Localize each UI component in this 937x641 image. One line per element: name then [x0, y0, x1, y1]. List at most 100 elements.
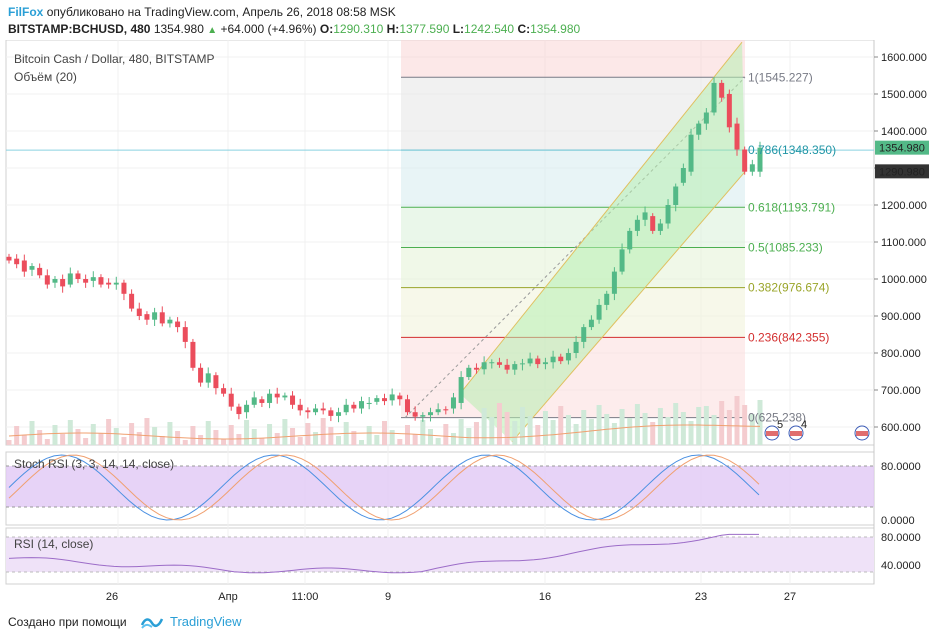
volume-bar	[519, 407, 525, 445]
publish-line: FilFox опубликовано на TradingView.com, …	[8, 5, 396, 19]
volume-bar	[313, 432, 319, 445]
candle-body	[489, 362, 495, 364]
volume-bar	[435, 438, 441, 445]
candle-body	[397, 395, 403, 400]
open-price-tag	[875, 164, 929, 179]
volume-bar	[634, 404, 640, 445]
candle-body	[366, 402, 372, 404]
stoch-rsi-legend: Stoch RSI (3, 3, 14, 14, close)	[14, 457, 175, 471]
volume-bar	[504, 412, 510, 445]
volume-bar	[711, 415, 717, 445]
chart-header: FilFox опубликовано на TradingView.com, …	[0, 0, 937, 40]
candle-body	[458, 377, 464, 403]
candle-body	[673, 186, 679, 205]
volume-bar	[542, 411, 548, 445]
candle-body	[228, 393, 234, 407]
candle-body	[37, 267, 43, 276]
volume-bar	[328, 427, 334, 445]
price-tick-label: 1000.000	[881, 274, 927, 286]
volume-bar	[573, 424, 579, 445]
candle-body	[581, 327, 587, 342]
candle-body	[650, 216, 656, 231]
volume-bar	[397, 439, 403, 445]
volume-bar	[489, 417, 495, 445]
fib-label: 0.618(1193.791)	[748, 200, 835, 214]
fib-band	[401, 40, 745, 78]
volume-bar	[719, 401, 725, 445]
close-value: 1354.980	[530, 22, 581, 36]
candle-body	[512, 364, 518, 370]
open-price-tag-label: 1290.980	[879, 166, 925, 178]
candle-body	[627, 230, 633, 250]
volume-bar	[236, 434, 242, 445]
volume-bar	[198, 435, 204, 445]
candle-body	[719, 82, 725, 98]
volume-bar	[159, 436, 165, 445]
volume-bar	[742, 405, 748, 445]
candle-body	[412, 412, 418, 417]
candle-body	[519, 363, 525, 365]
author-name[interactable]: FilFox	[8, 5, 44, 19]
candle-body	[573, 341, 579, 353]
tradingview-link[interactable]: TradingView	[170, 614, 242, 629]
candle-body	[106, 282, 112, 285]
fib-retracement[interactable]	[6, 40, 874, 419]
chart-area[interactable]: 1(1545.227) 0.786(1348.350) 0.618(1193.791…	[0, 40, 937, 605]
volume-bar	[404, 425, 410, 445]
candle-body	[588, 319, 594, 328]
channel-lower-line	[511, 171, 746, 443]
volume-bar	[228, 425, 234, 445]
fib-label: 0.786(1348.350)	[748, 143, 836, 157]
volume-bar	[443, 424, 449, 445]
candle-body	[596, 304, 602, 320]
candle-body	[565, 353, 571, 361]
candle-body	[75, 273, 81, 279]
volume-bar	[221, 439, 227, 445]
candle-body	[542, 362, 548, 365]
candle-body	[221, 388, 227, 394]
candle-body	[343, 404, 349, 413]
candle-body	[757, 147, 763, 172]
candle-body	[129, 293, 135, 309]
fib-label: 0.382(976.674)	[748, 281, 829, 295]
candle-body	[336, 412, 342, 416]
chart-canvas[interactable]: 1(1545.227) 0.786(1348.350) 0.618(1193.791…	[0, 40, 937, 605]
candle-body	[359, 401, 365, 409]
candle-body	[696, 123, 702, 135]
rsi-legend: RSI (14, close)	[14, 537, 94, 551]
volume-bar	[473, 422, 479, 445]
candle-body	[450, 397, 456, 409]
volume-bar	[565, 415, 571, 445]
candle-body	[144, 314, 150, 320]
time-tick-label: 26	[106, 591, 118, 603]
symbol-legend: Bitcoin Cash / Dollar, 480, BITSTAMP	[14, 52, 215, 66]
candle-body	[259, 399, 265, 403]
candle-body	[481, 362, 487, 370]
stoch-axis-label: 80.0000	[881, 461, 921, 473]
candle-body	[267, 393, 273, 403]
stoch-band	[6, 466, 874, 507]
time-tick-label: 16	[539, 591, 551, 603]
candle-body	[726, 94, 732, 128]
candle-body	[121, 282, 127, 294]
volume-bar	[113, 428, 119, 445]
candle-body	[290, 395, 296, 405]
volume-bar	[106, 419, 112, 445]
candle-body	[282, 395, 288, 398]
candle-body	[21, 260, 27, 272]
volume-bar	[52, 425, 58, 445]
trend-channel[interactable]	[459, 41, 746, 443]
volume-bar	[305, 423, 311, 445]
candle-body	[550, 356, 556, 363]
volume-bar	[673, 403, 679, 445]
candle-body	[274, 393, 280, 398]
volume-bar	[320, 418, 326, 445]
event-count: 4	[801, 419, 807, 431]
time-tick-label: 9	[385, 591, 391, 603]
volume-bar	[611, 423, 617, 445]
candle-body	[642, 212, 648, 220]
us-flag-icon	[766, 431, 778, 436]
volume-bars	[6, 396, 763, 445]
us-flag-icon	[790, 431, 802, 436]
